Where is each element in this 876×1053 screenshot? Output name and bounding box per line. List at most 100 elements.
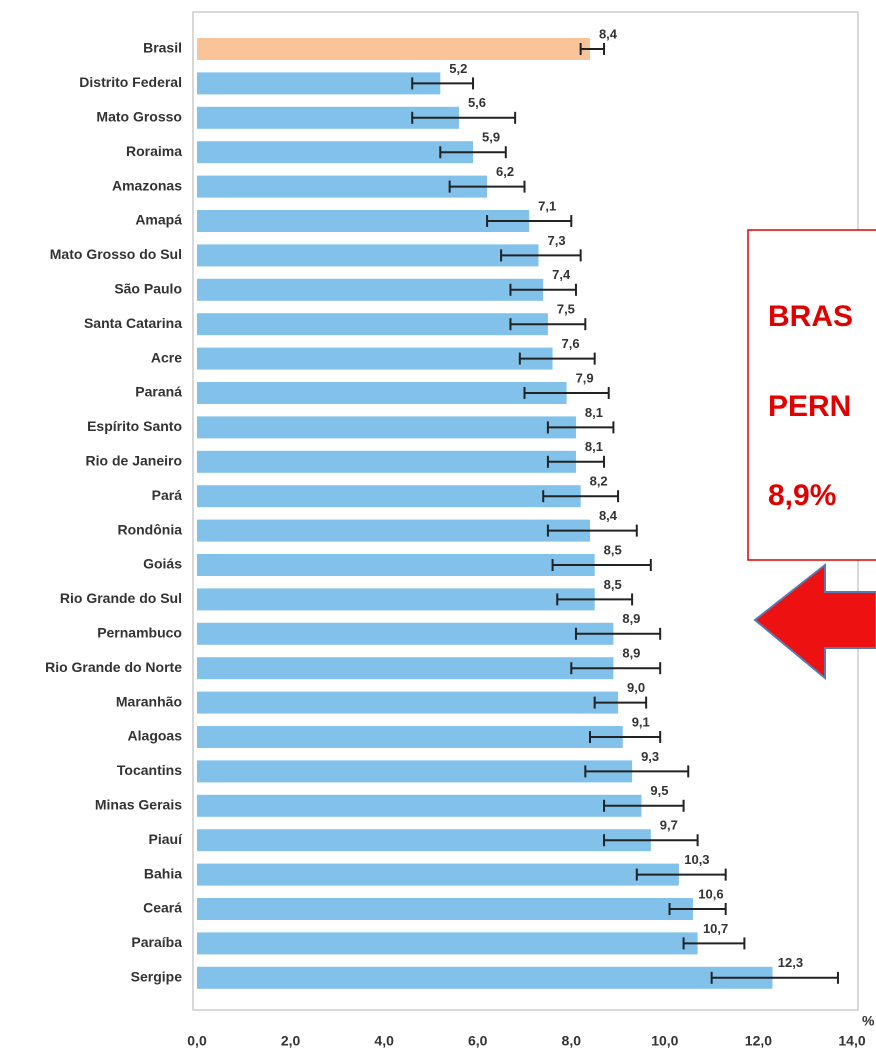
category-label: Minas Gerais <box>95 797 182 813</box>
error-bar <box>603 834 699 847</box>
bar <box>197 691 619 714</box>
annotation-text: 8,9% <box>768 479 836 512</box>
bar <box>197 347 553 370</box>
bar <box>197 554 595 576</box>
x-tick-label: 8,0 <box>562 1033 582 1049</box>
bar <box>197 278 544 301</box>
value-label: 10,3 <box>684 852 709 867</box>
error-bar <box>509 283 577 296</box>
x-tick-label: 14,0 <box>838 1033 865 1049</box>
category-label: Brasil <box>143 40 182 56</box>
error-bar <box>546 524 638 537</box>
category-label: Goiás <box>143 556 182 572</box>
category-label: Distrito Federal <box>79 74 182 90</box>
error-bar <box>579 43 606 55</box>
value-label: 5,9 <box>482 130 500 145</box>
bar <box>197 141 474 164</box>
bar <box>197 416 576 439</box>
error-bar <box>635 868 727 881</box>
error-bar <box>518 352 596 365</box>
category-label: Santa Catarina <box>84 315 182 331</box>
category-label: Sergipe <box>131 969 183 985</box>
category-label: Roraima <box>126 143 182 159</box>
bar <box>197 382 567 404</box>
value-label: 5,6 <box>468 95 486 110</box>
error-bar <box>509 318 587 331</box>
category-label: Paraná <box>135 384 182 400</box>
category-label: Paraíba <box>131 934 182 950</box>
error-bar <box>546 421 615 434</box>
value-label: 7,9 <box>576 370 594 385</box>
x-tick-label: 6,0 <box>468 1033 488 1049</box>
category-label: Mato Grosso do Sul <box>50 246 182 262</box>
x-tick-label: 10,0 <box>651 1033 678 1049</box>
category-label: Pará <box>152 487 183 503</box>
value-label: 7,6 <box>562 336 580 351</box>
category-label: Rio de Janeiro <box>86 453 182 469</box>
value-label: 9,1 <box>632 714 650 729</box>
bar <box>197 175 488 198</box>
category-label: Amapá <box>135 212 182 228</box>
value-label: 7,4 <box>552 267 571 282</box>
bar <box>197 726 623 748</box>
category-label: Rio Grande do Norte <box>45 659 182 675</box>
error-bar <box>710 971 839 984</box>
value-label: 8,5 <box>604 577 622 592</box>
bar <box>197 863 679 886</box>
bar <box>197 966 773 989</box>
value-label: 10,6 <box>698 886 723 901</box>
value-label: 5,2 <box>449 61 467 76</box>
error-bar <box>439 146 507 159</box>
value-label: 10,7 <box>703 921 728 936</box>
category-label: Tocantins <box>117 762 182 778</box>
error-bar <box>603 799 685 812</box>
value-label: 8,5 <box>604 542 622 557</box>
bar <box>197 38 590 60</box>
bar <box>197 829 651 852</box>
error-bar <box>556 593 634 606</box>
error-bar <box>589 731 662 743</box>
bar <box>197 313 548 336</box>
annotation-box <box>747 229 876 561</box>
value-label: 9,3 <box>641 749 659 764</box>
x-tick-label: 4,0 <box>374 1033 394 1049</box>
category-label: Pernambuco <box>97 625 182 641</box>
value-label: 8,1 <box>585 439 603 454</box>
error-bar <box>584 765 690 778</box>
value-label: 9,0 <box>627 680 645 695</box>
error-bar <box>448 180 526 193</box>
category-label: Maranhão <box>116 693 182 709</box>
error-bar <box>574 627 662 640</box>
category-label: Amazonas <box>112 177 182 193</box>
arrow <box>753 562 876 681</box>
x-unit: % <box>862 1013 875 1029</box>
value-label: 8,4 <box>599 508 618 523</box>
category-label: Rio Grande do Sul <box>60 590 182 606</box>
error-bar <box>542 490 620 503</box>
error-bar <box>570 662 662 675</box>
value-label: 8,9 <box>622 646 640 661</box>
bar <box>197 210 530 232</box>
category-label: São Paulo <box>114 281 182 297</box>
category-label: Piauí <box>149 831 184 847</box>
error-bar <box>546 455 606 468</box>
bar <box>197 450 576 473</box>
bar <box>197 760 633 783</box>
bar <box>197 519 590 542</box>
annotation-text: PERN <box>768 390 851 423</box>
bar <box>197 588 595 611</box>
category-label: Rondônia <box>117 521 182 537</box>
category-label: Espírito Santo <box>87 418 182 434</box>
error-bar <box>500 249 582 262</box>
category-label: Ceará <box>143 900 182 916</box>
value-label: 8,9 <box>622 611 640 626</box>
x-tick-label: 2,0 <box>281 1033 301 1049</box>
error-bar <box>411 111 517 124</box>
value-label: 8,4 <box>599 26 618 41</box>
bar <box>197 106 459 129</box>
annotation-text: BRAS <box>768 300 853 333</box>
value-label: 7,5 <box>557 302 575 317</box>
value-label: 8,1 <box>585 405 603 420</box>
bar <box>197 794 642 817</box>
